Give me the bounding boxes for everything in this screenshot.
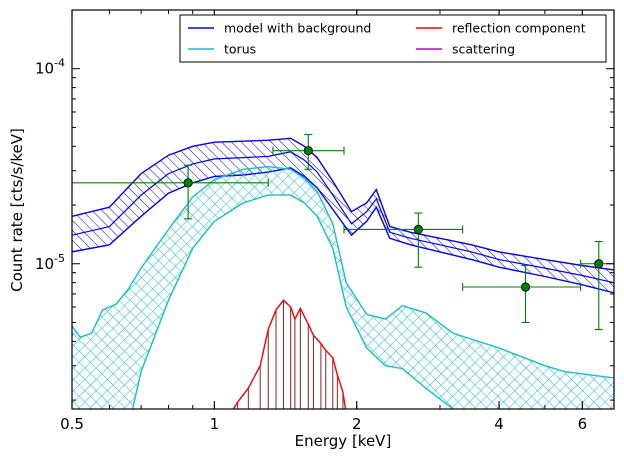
x-tick-label: 4: [494, 415, 504, 433]
torus-lower-line: [131, 194, 455, 409]
data-point: [72, 164, 269, 220]
reflection-component-line: [232, 299, 347, 409]
legend-label: reflection component: [452, 21, 586, 36]
y-tick-label: 10-4: [35, 57, 65, 78]
axes: 0.5 1 2 4 610-510-4: [35, 9, 615, 433]
data-point: [462, 264, 582, 324]
x-tick-label: 1: [210, 415, 220, 433]
plot-area: [72, 133, 614, 409]
x-tick-label: 6: [578, 415, 588, 433]
torus-band: [72, 166, 614, 409]
legend-label: torus: [224, 42, 256, 57]
model-with-background-upper-line: [72, 137, 614, 271]
legend-item: model with background: [188, 21, 371, 36]
y-tick-label: 10-5: [35, 252, 65, 273]
legend-item: reflection component: [416, 21, 586, 36]
data-point-marker: [520, 282, 531, 292]
data-point: [272, 133, 345, 170]
data-point-marker: [594, 259, 604, 269]
y-tick-label-base: 10: [35, 255, 54, 273]
x-tick-label: 0.5: [60, 415, 84, 433]
y-axis-label: Count rate [cts/s/keV]: [8, 128, 26, 292]
data-point-marker: [413, 224, 423, 235]
x-tick-label: 2: [352, 415, 362, 433]
legend-item: scattering: [416, 42, 515, 57]
x-axis-label: Energy [keV]: [295, 432, 392, 450]
y-tick-label-exponent: -5: [54, 252, 65, 265]
legend-box: [179, 14, 607, 63]
axes-frame: [71, 9, 615, 410]
torus-upper-line: [72, 165, 614, 379]
data-point: [343, 212, 464, 268]
data-point-marker: [303, 146, 313, 156]
legend-label: scattering: [452, 42, 515, 57]
model-with-background-mid-line: [72, 151, 614, 284]
y-tick-label-exponent: -4: [54, 57, 65, 70]
model-with-background-lower-line: [72, 167, 614, 294]
legend: model with background torus reflection com…: [179, 14, 607, 63]
legend-label: model with background: [224, 21, 371, 36]
legend-item: torus: [188, 42, 256, 57]
data-point-marker: [183, 178, 193, 188]
y-tick-label-base: 10: [35, 60, 54, 78]
